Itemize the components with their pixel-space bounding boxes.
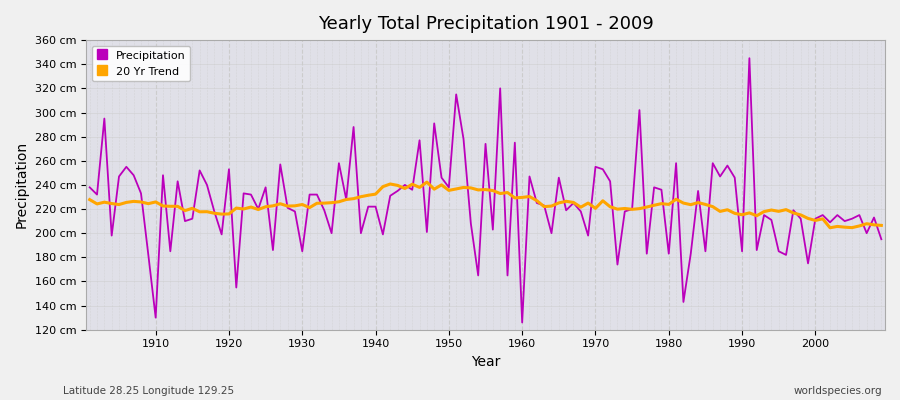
Precipitation [143, 252, 154, 257]
Precipitation [612, 262, 623, 267]
20 Yr Trend [304, 205, 315, 210]
20 Yr Trend [143, 201, 154, 206]
20 Yr Trend [85, 197, 95, 202]
Line: 20 Yr Trend: 20 Yr Trend [90, 182, 881, 228]
X-axis label: Year: Year [471, 355, 500, 369]
Precipitation [517, 320, 527, 325]
Line: Precipitation: Precipitation [90, 58, 881, 322]
Precipitation [876, 237, 886, 242]
20 Yr Trend [824, 225, 835, 230]
Precipitation [304, 192, 315, 197]
20 Yr Trend [517, 195, 527, 200]
20 Yr Trend [421, 180, 432, 184]
20 Yr Trend [612, 207, 623, 212]
20 Yr Trend [876, 223, 886, 228]
Precipitation [524, 174, 535, 179]
Text: Latitude 28.25 Longitude 129.25: Latitude 28.25 Longitude 129.25 [63, 386, 234, 396]
Title: Yearly Total Precipitation 1901 - 2009: Yearly Total Precipitation 1901 - 2009 [318, 15, 653, 33]
Y-axis label: Precipitation: Precipitation [15, 141, 29, 228]
Precipitation [744, 56, 755, 61]
20 Yr Trend [524, 194, 535, 199]
Text: worldspecies.org: worldspecies.org [794, 386, 882, 396]
Legend: Precipitation, 20 Yr Trend: Precipitation, 20 Yr Trend [92, 46, 190, 81]
Precipitation [509, 140, 520, 145]
Precipitation [348, 124, 359, 129]
20 Yr Trend [348, 196, 359, 201]
Precipitation [85, 185, 95, 190]
